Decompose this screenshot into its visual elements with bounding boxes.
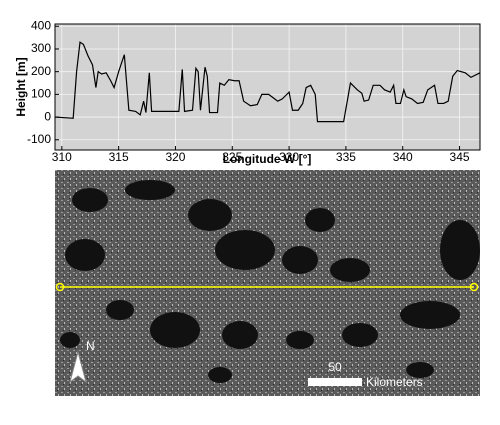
y-tick-label: 400 bbox=[31, 18, 51, 32]
x-tick-label: 325 bbox=[222, 150, 242, 164]
y-axis-label: Height [m] bbox=[14, 57, 28, 116]
y-tick-label: -100 bbox=[27, 132, 51, 146]
x-tick-label: 315 bbox=[109, 150, 129, 164]
y-tick-label: 300 bbox=[31, 41, 51, 55]
profile-line bbox=[54, 41, 481, 123]
scale-label: 50 bbox=[328, 360, 342, 374]
x-axis-label: Longitude W [°] bbox=[223, 152, 312, 166]
north-label: N bbox=[86, 339, 95, 353]
y-tick-label: 100 bbox=[31, 87, 51, 101]
chart: -100 0 100 200 300 400 310 315 320 325 330 335 340 34… bbox=[27, 18, 481, 164]
scale-unit: Kilometers bbox=[366, 375, 423, 389]
x-tick-label: 330 bbox=[279, 150, 299, 164]
y-tick-label: 200 bbox=[31, 64, 51, 78]
plot-area bbox=[55, 24, 480, 150]
x-tick-label: 340 bbox=[393, 150, 413, 164]
x-tick-label: 320 bbox=[165, 150, 185, 164]
plot-frame bbox=[54, 23, 481, 151]
x-tick-label: 335 bbox=[336, 150, 356, 164]
x-tick-label: 310 bbox=[52, 150, 72, 164]
y-tick-label: 0 bbox=[44, 109, 51, 123]
x-tick-label: 345 bbox=[450, 150, 470, 164]
radar-image bbox=[55, 170, 480, 396]
